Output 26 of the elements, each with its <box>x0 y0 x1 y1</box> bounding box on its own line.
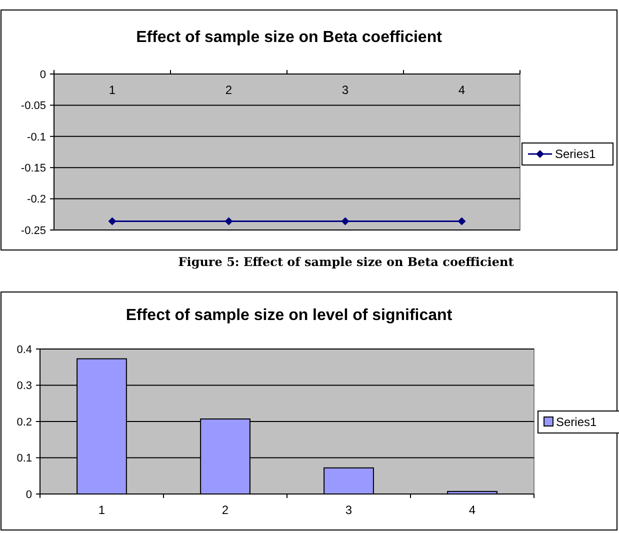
legend-label: Series1 <box>556 415 598 430</box>
legend-label: Series1 <box>555 147 596 162</box>
x-tick-label: 1 <box>108 83 116 98</box>
x-tick-label: 1 <box>98 503 106 518</box>
x-tick-label: 2 <box>225 83 232 98</box>
y-tick-label: 0.2 <box>16 416 32 428</box>
caption: Figure 5: Effect of sample size on Beta coefficient <box>178 255 514 269</box>
x-tick-label: 4 <box>458 83 466 98</box>
y-tick-label: 0 <box>26 488 32 501</box>
bar <box>447 490 498 494</box>
y-tick-label: -0.15 <box>20 162 46 174</box>
bar <box>324 467 374 494</box>
y-tick-label: 0 <box>40 68 46 81</box>
chart-title: Effect of sample size on level of significant <box>126 307 453 324</box>
y-tick-label: -0.1 <box>27 131 46 144</box>
x-tick-label: 3 <box>342 83 349 98</box>
x-tick-label: 4 <box>468 503 476 518</box>
y-tick-label: 0.3 <box>16 380 32 392</box>
y-tick-label: -0.2 <box>27 194 46 206</box>
y-tick-label: -0.05 <box>20 100 46 112</box>
chart-title: Effect of sample size on Beta coefficient <box>136 29 443 46</box>
y-tick-label: -0.25 <box>20 224 46 237</box>
x-tick-label: 2 <box>222 503 229 518</box>
x-tick-label: 3 <box>345 503 352 518</box>
y-tick-label: 0.1 <box>16 452 32 465</box>
y-tick-label: 0.4 <box>16 344 32 356</box>
